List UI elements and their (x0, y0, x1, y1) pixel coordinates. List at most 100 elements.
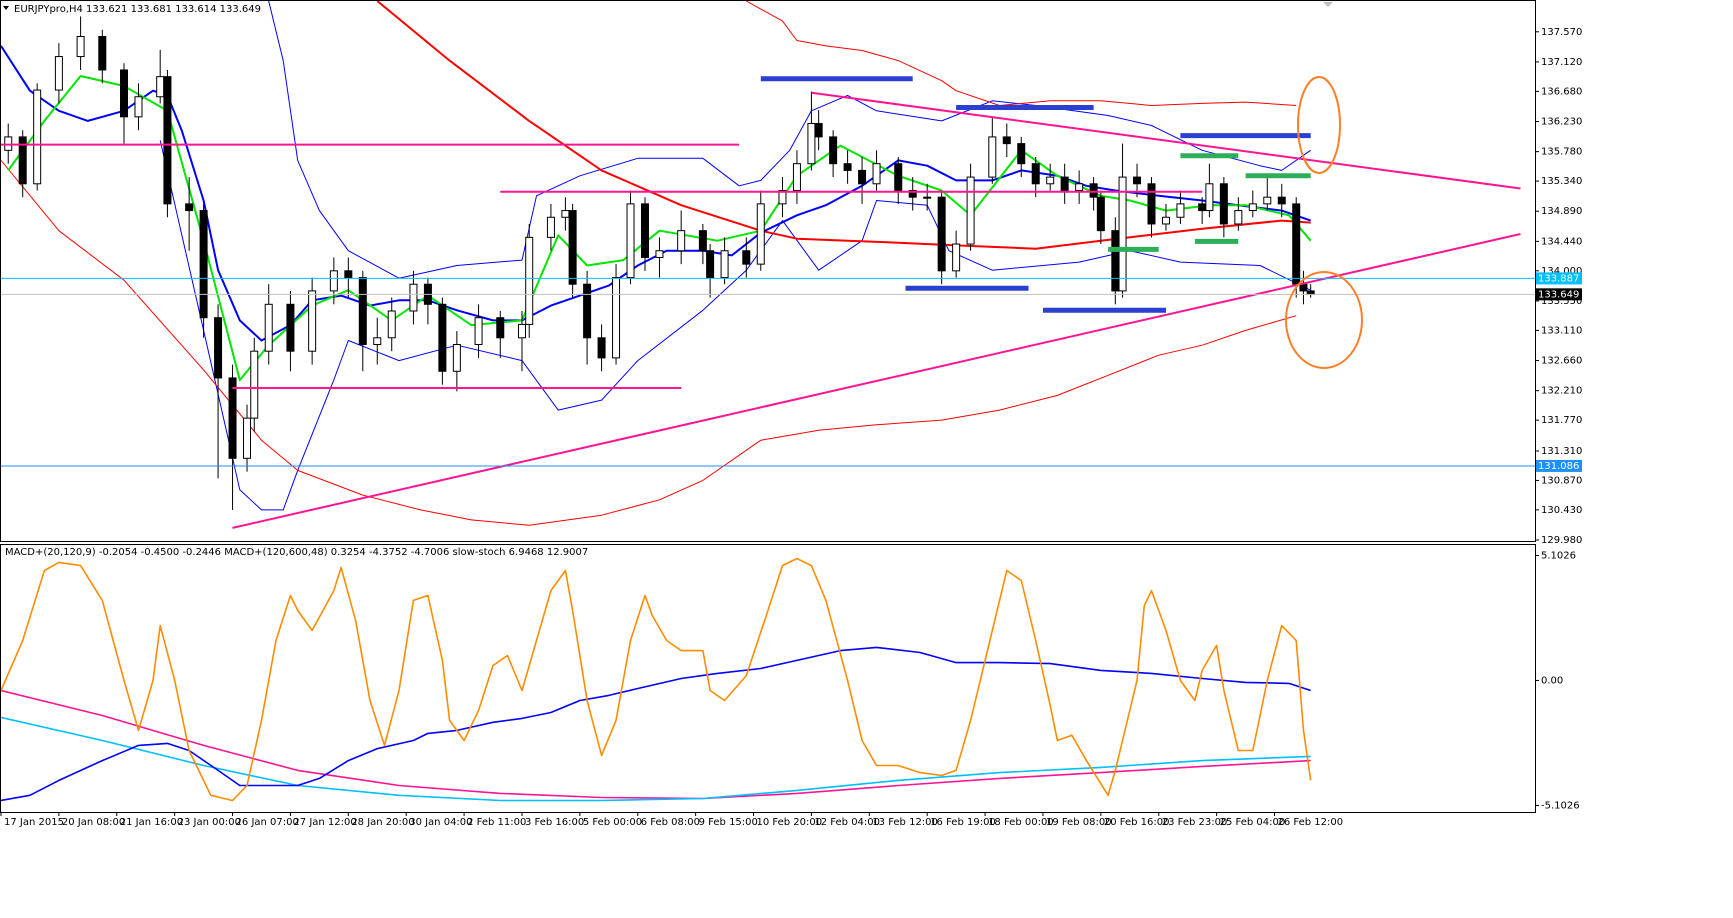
candle-body (286, 303, 295, 352)
y-tick-label: 135.340 (1541, 176, 1582, 187)
candle-body (1118, 176, 1127, 292)
band-line (1, 160, 1297, 526)
candle-body (872, 163, 881, 185)
candle-body (858, 169, 867, 185)
candle-body (829, 136, 838, 165)
y-tick-label: 133.550 (1541, 296, 1582, 307)
candle-body (199, 210, 208, 319)
candle-body (76, 35, 85, 58)
x-tick-label: 6 Feb 08:00 (641, 817, 700, 828)
x-tick-label: 20 Feb 16:00 (1104, 817, 1170, 828)
candle-body (778, 189, 787, 205)
indicator-line (1, 646, 1311, 802)
x-tick-label: 17 Jan 2015 (4, 817, 64, 828)
x-tick-label: 23 Feb 23:00 (1162, 817, 1228, 828)
chart-title: EURJPYpro,H4 133.621 133.681 133.614 133… (14, 4, 261, 15)
candle-body (1031, 163, 1040, 185)
candle-body (597, 337, 606, 359)
x-tick-label: 30 Jan 04:00 (409, 817, 472, 828)
y-tick-label: 134.890 (1541, 206, 1582, 217)
indicator-plot (1, 557, 1312, 802)
candle-body (474, 317, 483, 345)
y-tick-label: 130.870 (1541, 475, 1582, 486)
candle-body (568, 210, 577, 285)
main-plot (1, 1, 1535, 529)
candle-body (952, 243, 961, 272)
indicator-panel-frame (0, 544, 1536, 813)
annotation-ellipse (1285, 271, 1363, 369)
candle-body (612, 277, 621, 359)
x-tick-label: 9 Feb 15:00 (699, 817, 758, 828)
candle-body (807, 123, 816, 165)
candle-body (1248, 203, 1257, 212)
y-tick-label: 133.110 (1541, 325, 1582, 336)
indicator-line (1, 557, 1312, 802)
candle-body (1133, 176, 1142, 185)
candle-body (742, 250, 751, 265)
menu-triangle (3, 6, 9, 10)
candle-body (1205, 183, 1214, 212)
candle-body (1111, 230, 1120, 292)
candle-body (937, 196, 946, 272)
y-tick-label: 134.000 (1541, 266, 1582, 277)
y-tick-label: 5.1026 (1541, 550, 1576, 561)
candle-body (655, 250, 664, 258)
y-tick-label: 132.210 (1541, 386, 1582, 397)
candle-body (1089, 183, 1098, 198)
x-tick-label: 23 Jan 00:00 (178, 817, 241, 828)
moving-average-line (376, 1, 1311, 250)
price-label-box (1536, 459, 1582, 472)
x-tick-label: 21 Jan 16:00 (120, 817, 183, 828)
y-tick-label: 135.780 (1541, 147, 1582, 158)
candle-body (120, 69, 129, 118)
candle-body (583, 283, 592, 339)
candle-body (243, 417, 252, 459)
candle-body (496, 317, 505, 339)
band-line (159, 140, 1311, 511)
candle-body (792, 163, 801, 191)
x-tick-label: 20 Jan 08:00 (62, 817, 125, 828)
candle-body (1017, 143, 1026, 165)
x-tick-label: 19 Feb 08:00 (1046, 817, 1112, 828)
x-tick-label: 12 Feb 04:00 (814, 817, 880, 828)
y-tick-label: 131.770 (1541, 415, 1582, 426)
y-tick-label: 136.230 (1541, 117, 1582, 128)
y-tick-label: 131.310 (1541, 446, 1582, 457)
candle-body (677, 230, 686, 252)
x-tick-label: 26 Jan 07:00 (236, 817, 299, 828)
candle-body (54, 56, 63, 91)
candle-body (525, 236, 534, 325)
y-tick-label: -5.1026 (1541, 800, 1580, 811)
y-tick-label: 132.660 (1541, 356, 1582, 367)
candle-body (640, 203, 649, 258)
candle-body (1046, 176, 1055, 185)
x-tick-label: 18 Feb 00:00 (988, 817, 1054, 828)
candle-body (1234, 210, 1243, 225)
candle-body (1198, 203, 1207, 212)
candle-body (387, 310, 396, 339)
candle-body (706, 250, 715, 279)
candle-body (756, 203, 765, 265)
candle-body (517, 323, 526, 339)
candle-body (988, 136, 997, 178)
indicator-line (1, 716, 1311, 802)
x-tick-label: 10 Feb 20:00 (757, 817, 823, 828)
x-tick-label: 13 Feb 12:00 (872, 817, 938, 828)
y-tick-label: 137.120 (1541, 57, 1582, 68)
indicator-title: MACD+(20,120,9) -0.2054 -0.4500 -0.2446 … (5, 547, 588, 558)
candle-body (1002, 136, 1011, 145)
candle-body (1299, 283, 1308, 292)
shift-marker (1323, 2, 1333, 7)
candle-body (1306, 290, 1315, 295)
candle-body (409, 283, 418, 312)
candle-body (966, 176, 975, 245)
x-tick-label: 27 Jan 12:00 (293, 817, 356, 828)
candle-body (18, 136, 27, 185)
trendline-line (811, 91, 1521, 190)
x-tick-label: 5 Feb 00:00 (583, 817, 642, 828)
candle-body (626, 203, 635, 279)
price-label: 133.649 (1538, 289, 1579, 300)
price-label: 133.887 (1538, 273, 1579, 284)
